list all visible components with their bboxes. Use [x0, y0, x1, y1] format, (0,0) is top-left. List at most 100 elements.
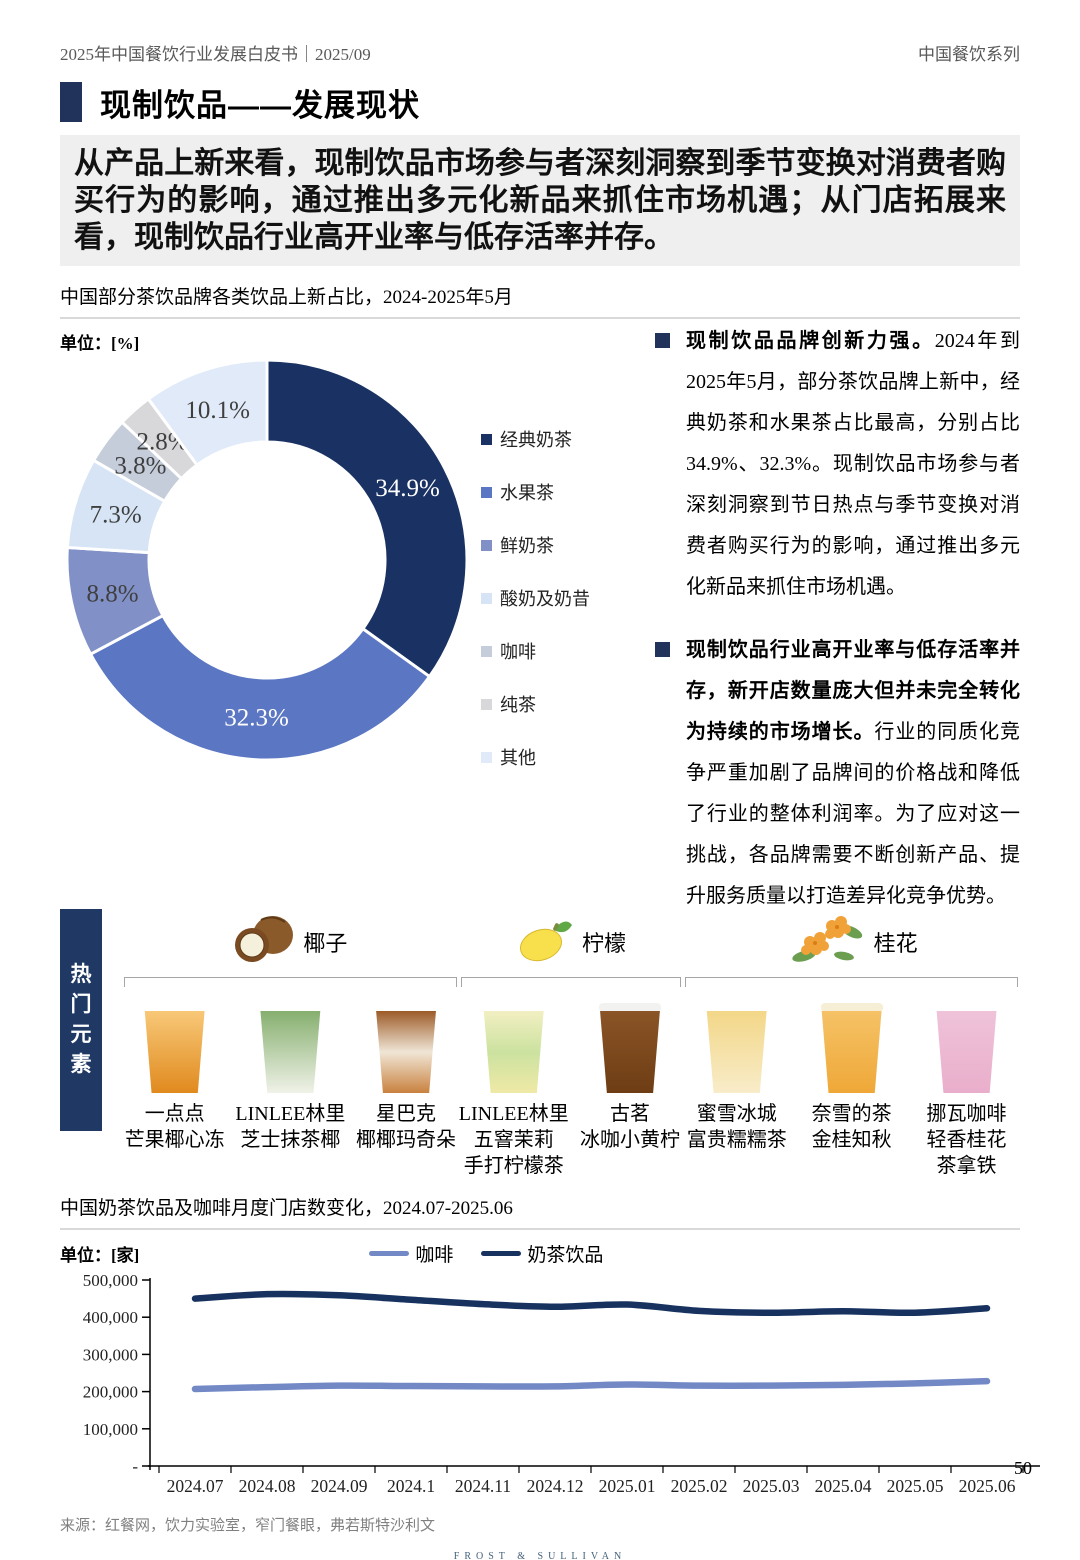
bullet-item-2: 现制饮品行业高开业率与低存活率并存，新开店数量庞大但并未完全转化为持续的市场增长…: [655, 630, 1020, 917]
y-axis-label: 300,000: [83, 1345, 138, 1364]
group-bracket: [685, 977, 1018, 987]
bullet-item-1: 现制饮品品牌创新力强。2024年到2025年5月，部分茶饮品牌上新中，经典奶茶和…: [655, 321, 1020, 608]
hot-elements-label: 热门元素: [60, 909, 102, 1131]
y-axis-label: 500,000: [83, 1271, 138, 1290]
hot-group-柠檬: 柠檬 LINLEE林里 五窨茉莉 手打柠檬茶 古茗 冰咖小黄柠: [459, 909, 684, 1179]
drink-item: LINLEE林里 芝士抹茶椰: [235, 997, 345, 1153]
cup-lid: [820, 1003, 883, 1012]
x-axis-label: 2024.08: [239, 1476, 296, 1496]
line-legend-item-奶茶饮品: 奶茶饮品: [481, 1240, 603, 1267]
drink-cup: [480, 997, 548, 1093]
cup-body: [376, 1011, 436, 1093]
drink-cup: [818, 997, 886, 1093]
cup-body: [936, 1011, 997, 1093]
drink-name: 奈雪的茶 金桂知秋: [811, 1103, 892, 1151]
donut-value-label: 7.3%: [90, 501, 142, 528]
drink-cup: [933, 997, 1001, 1093]
drink-cup: [596, 997, 664, 1093]
y-axis-label: 100,000: [83, 1420, 138, 1439]
x-axis-label: 2025.02: [671, 1476, 728, 1496]
x-axis-label: 2024.07: [167, 1476, 224, 1496]
donut-column: 单位：[%] 34.9% 32.3% 8.8% 7.3% 3.8% 2.8% 10.1% 经…: [60, 321, 650, 939]
legend-item-水果茶: 水果茶: [481, 479, 590, 505]
series-line-咖啡: [191, 1377, 991, 1393]
osmanthus-icon: [786, 912, 866, 973]
x-axis-label: 2025.01: [599, 1476, 656, 1496]
legend-label: 纯茶: [500, 695, 536, 715]
donut-slice-其他: [146, 358, 269, 468]
group-items: 一点点 芒果椰心冻 LINLEE林里 芝士抹茶椰 星巴克 椰椰玛奇朵: [122, 997, 459, 1153]
group-items: LINLEE林里 五窨茉莉 手打柠檬茶 古茗 冰咖小黄柠: [459, 997, 684, 1179]
hot-groups: 椰子 一点点 芒果椰心冻 LINLEE林里 芝士抹茶椰 星巴克 椰椰玛奇朵 柠檬 LINLEE林…: [122, 909, 1020, 1179]
drink-name: 挪瓦咖啡 轻香桂花 茶拿铁: [926, 1103, 1007, 1177]
title-marker: [60, 82, 82, 122]
line-legend: 咖啡 奶茶饮品: [369, 1240, 603, 1267]
bullet-square-icon: [655, 333, 670, 348]
line-unit-row: 单位：[家] 咖啡 奶茶饮品: [60, 1238, 1020, 1268]
legend-line-sample: [481, 1250, 522, 1256]
legend-label: 咖啡: [415, 1244, 454, 1266]
drink-item: LINLEE林里 五窨茉莉 手打柠檬茶: [459, 997, 569, 1179]
x-axis-label: 2025.05: [887, 1476, 944, 1496]
group-bracket: [124, 977, 457, 987]
line-unit-label: 单位：[家]: [60, 1245, 140, 1265]
cup-body: [821, 1011, 882, 1093]
line-legend-item-咖啡: 咖啡: [369, 1240, 453, 1267]
series-line-奶茶饮品: [191, 1290, 991, 1317]
drink-cup: [256, 997, 324, 1093]
drink-item: 一点点 芒果椰心冻: [122, 997, 227, 1153]
group-bracket: [460, 977, 682, 987]
page-title: 现制饮品——发展现状: [100, 87, 420, 123]
bullet-text: 现制饮品行业高开业率与低存活率并存，新开店数量庞大但并未完全转化为持续的市场增长…: [686, 639, 1021, 907]
donut-chart: 34.9%32.3%8.8%7.3%3.8%2.8%10.1%: [65, 358, 469, 762]
legend-label: 鲜奶茶: [500, 536, 554, 556]
drink-name: LINLEE林里 芝士抹茶椰: [235, 1103, 346, 1151]
legend-label: 咖啡: [500, 642, 536, 662]
hot-group-椰子: 椰子 一点点 芒果椰心冻 LINLEE林里 芝士抹茶椰 星巴克 椰椰玛奇朵: [122, 909, 459, 1179]
x-axis-label: 2024.1: [387, 1476, 435, 1496]
legend-item-纯茶: 纯茶: [481, 691, 590, 717]
group-label: 柠檬: [581, 931, 626, 956]
y-axis-label: -: [132, 1457, 138, 1476]
donut-chart-title: 中国部分茶饮品牌各类饮品上新占比，2024-2025年5月: [60, 282, 1020, 319]
x-axis-label: 2025.04: [815, 1476, 872, 1496]
group-header: 柠檬: [459, 909, 684, 975]
drink-item: 星巴克 椰椰玛奇朵: [353, 997, 458, 1153]
group-label: 桂花: [873, 931, 918, 956]
y-axis-label: 200,000: [83, 1383, 138, 1402]
summary-highlight: 从产品上新来看，现制饮品市场参与者深刻洞察到季节变换对消费者购买行为的影响，通过…: [60, 135, 1020, 266]
bullet-square-icon: [655, 642, 670, 657]
legend-swatch: [481, 698, 492, 710]
header-left: 2025年中国餐饮行业发展白皮书｜2025/09: [60, 45, 371, 64]
legend-swatch: [481, 645, 492, 657]
drink-cup: [141, 997, 209, 1093]
legend-item-咖啡: 咖啡: [481, 638, 590, 664]
cup-body: [600, 1011, 660, 1093]
drink-item: 蜜雪冰城 富贵糯糯茶: [683, 997, 790, 1179]
drink-name: 星巴克 椰椰玛奇朵: [356, 1103, 457, 1151]
legend-line-sample: [369, 1250, 410, 1256]
drink-name: 古茗 冰咖小黄柠: [579, 1103, 680, 1151]
frost-sullivan-wordmark: FROST & SULLIVAN: [453, 1551, 627, 1560]
header-right: 中国餐饮系列: [918, 45, 1020, 64]
drink-item: 挪瓦咖啡 轻香桂花 茶拿铁: [913, 997, 1020, 1179]
donut-slice-水果茶: [88, 613, 432, 762]
line-chart-title: 中国奶茶饮品及咖啡月度门店数变化，2024.07-2025.06: [60, 1193, 1020, 1230]
page-header: 2025年中国餐饮行业发展白皮书｜2025/09 中国餐饮系列: [60, 40, 1020, 65]
x-axis-label: 2024.12: [527, 1476, 584, 1496]
legend-label: 酸奶及奶昔: [500, 589, 590, 609]
section-title-row: 现制饮品——发展现状: [60, 79, 1020, 125]
x-axis-label: 2024.11: [455, 1476, 511, 1496]
donut-row: 单位：[%] 34.9% 32.3% 8.8% 7.3% 3.8% 2.8% 10.1% 经…: [60, 321, 1020, 939]
cup-body: [144, 1011, 205, 1093]
cup-lid: [598, 1003, 661, 1012]
legend-swatch: [481, 433, 492, 445]
drink-name: LINLEE林里 五窨茉莉 手打柠檬茶: [458, 1103, 569, 1177]
legend-label: 其他: [500, 748, 536, 768]
legend-swatch: [481, 751, 492, 763]
donut-value-label: 32.3%: [224, 705, 289, 732]
legend-item-酸奶及奶昔: 酸奶及奶昔: [481, 585, 590, 611]
legend-swatch: [481, 592, 492, 604]
legend-item-经典奶茶: 经典奶茶: [481, 426, 590, 452]
